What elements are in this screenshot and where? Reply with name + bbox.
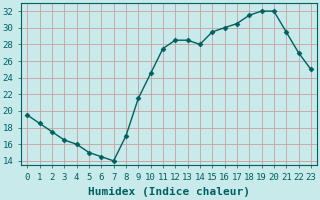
X-axis label: Humidex (Indice chaleur): Humidex (Indice chaleur) bbox=[88, 187, 250, 197]
